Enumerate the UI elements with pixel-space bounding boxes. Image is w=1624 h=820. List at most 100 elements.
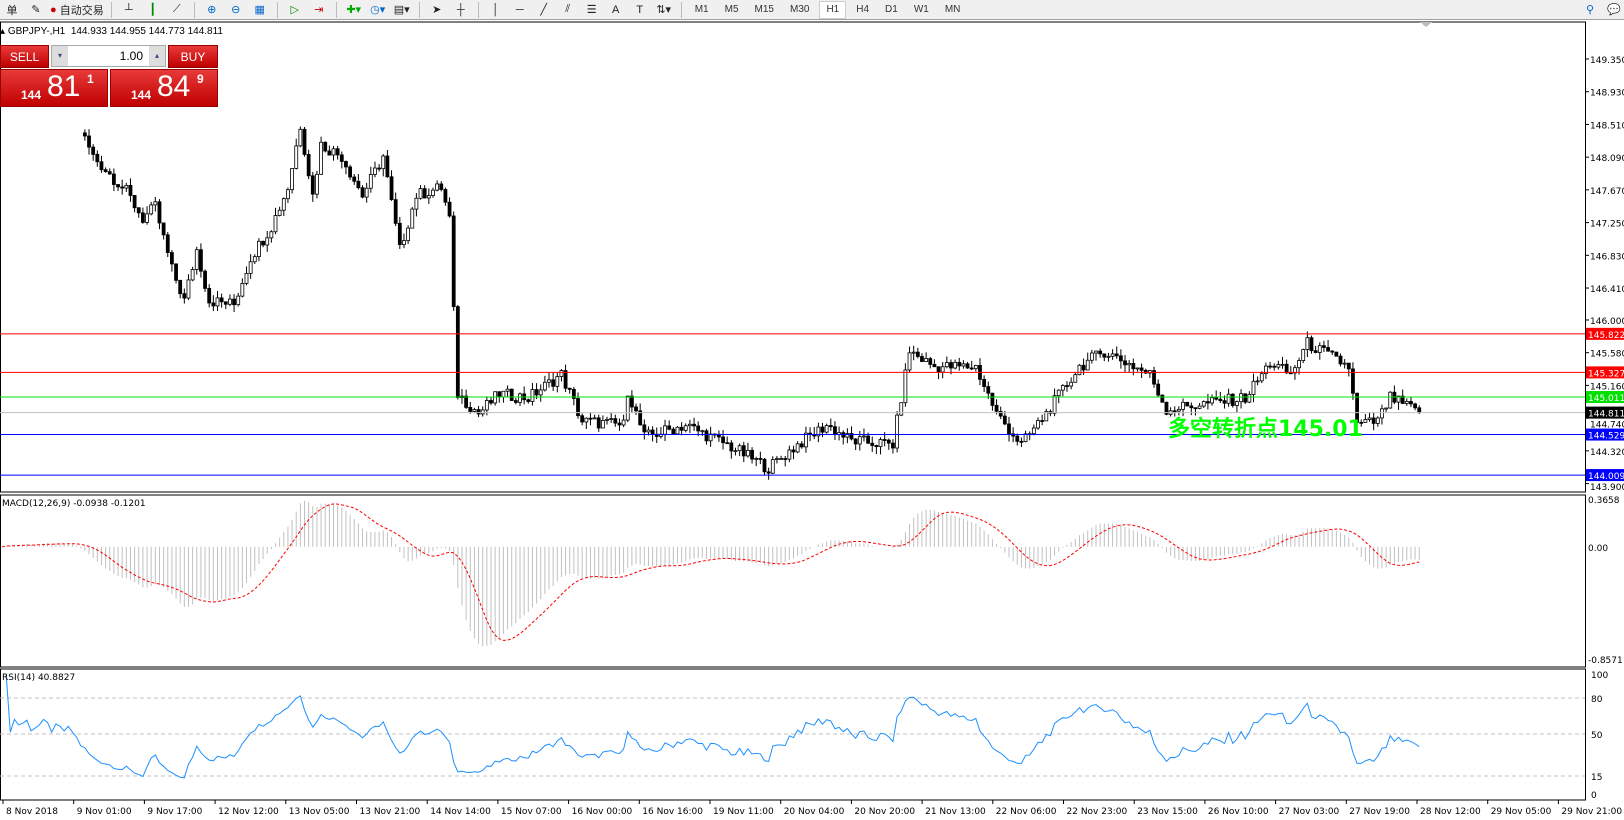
candle-body: [447, 201, 452, 217]
lot-stepper[interactable]: ▾ 1.00 ▴: [51, 45, 166, 67]
buy-price-fraction: 9: [197, 72, 204, 86]
candle-body: [373, 167, 377, 175]
chat-icon[interactable]: 💬: [1607, 4, 1621, 16]
candle-body: [683, 425, 688, 431]
candle-body: [87, 135, 91, 148]
candle-body: [965, 363, 970, 369]
auto-trading-button[interactable]: ● 自动交易: [50, 1, 104, 19]
turning-point-annotation[interactable]: 多空转折点145.01: [1168, 417, 1363, 442]
candle-body: [571, 388, 576, 399]
candle-body: [161, 222, 166, 236]
chart-canvas[interactable]: 149.350 148.930 148.510 148.090 147.670 147.2…: [0, 21, 1624, 820]
candle-body: [1330, 350, 1335, 353]
price-label: 144.009: [1588, 472, 1624, 482]
time-label: 16 Nov 16:00: [642, 807, 703, 817]
time-label: 20 Nov 04:00: [784, 807, 845, 817]
candle-body: [1317, 345, 1322, 353]
fibonacci-icon[interactable]: ☰: [586, 4, 597, 16]
candle-body: [787, 449, 792, 460]
timeframe-w1[interactable]: W1: [913, 4, 929, 15]
candle-body: [1259, 373, 1264, 382]
candle-body: [1077, 364, 1082, 376]
candle-body: [559, 370, 564, 377]
sell-price-prefix: 144: [21, 88, 42, 102]
candle-body: [1326, 347, 1330, 352]
candle-body: [799, 443, 804, 448]
expert-icon[interactable]: ✎: [31, 4, 41, 16]
crosshair-icon[interactable]: ┼: [456, 3, 465, 16]
price-tick-label: 148.930: [1590, 89, 1624, 99]
candle-body: [315, 173, 319, 195]
rsi-tick-label: 0: [1591, 791, 1597, 801]
text-label-icon[interactable]: T: [636, 3, 644, 16]
timeframe-d1[interactable]: D1: [885, 4, 898, 15]
periods-clock-icon[interactable]: ◷▾: [370, 4, 386, 16]
candle-body: [480, 409, 485, 415]
timeframe-mn[interactable]: MN: [944, 4, 961, 15]
candle-body: [783, 458, 788, 460]
price-label-bg: [1586, 391, 1624, 404]
search-icon[interactable]: ⚲: [1585, 4, 1595, 16]
sell-price-pips: 81: [47, 70, 81, 103]
candle-body: [1031, 427, 1036, 435]
sell-button[interactable]: SELL: [0, 45, 49, 68]
chart-shift-icon[interactable]: ⇥: [314, 4, 324, 16]
candle-body: [298, 128, 303, 147]
lot-increase-icon[interactable]: ▴: [149, 46, 165, 66]
timeframe-m30[interactable]: M30: [789, 4, 810, 15]
sell-price[interactable]: 144 81 1: [0, 69, 108, 107]
autoscroll-icon[interactable]: ▷: [290, 4, 299, 16]
tile-windows-icon[interactable]: ▦: [254, 4, 265, 16]
candle-body: [435, 183, 440, 191]
text-icon[interactable]: A: [612, 3, 620, 16]
trendline-icon[interactable]: ╱: [540, 4, 548, 16]
candle-body: [323, 141, 328, 152]
candle-body: [1384, 407, 1388, 410]
lot-decrease-icon[interactable]: ▾: [52, 46, 68, 66]
candle-body: [891, 442, 895, 449]
bar-chart-icon[interactable]: ┴: [124, 3, 133, 16]
candle-body: [269, 231, 274, 239]
time-label: 13 Nov 05:00: [289, 807, 350, 817]
buy-price[interactable]: 144 84 9: [110, 69, 218, 107]
timeframe-m1[interactable]: M1: [694, 4, 709, 15]
timeframe-m5[interactable]: M5: [724, 4, 739, 15]
candle-body: [990, 392, 995, 406]
horizontal-line-icon[interactable]: ─: [515, 3, 524, 16]
candle-body: [795, 443, 800, 453]
candle-body: [116, 184, 120, 188]
timeframe-h1[interactable]: H1: [819, 0, 847, 19]
buy-button[interactable]: BUY: [168, 45, 218, 68]
equidistant-channel-icon[interactable]: ⫽: [565, 3, 571, 15]
vertical-line-icon[interactable]: │: [492, 3, 500, 16]
zoom-in-icon[interactable]: ⊕: [207, 4, 217, 16]
time-label: 9 Nov 01:00: [77, 807, 132, 817]
candlestick-icon[interactable]: ┃: [149, 4, 157, 16]
candle-body: [671, 428, 676, 435]
templates-icon[interactable]: ▤▾: [393, 4, 410, 16]
rsi-tick-label: 80: [1591, 695, 1603, 705]
candle-body: [199, 249, 203, 272]
rsi-tick-label: 50: [1591, 731, 1603, 741]
timeframe-m15[interactable]: M15: [754, 4, 774, 15]
new-order-icon[interactable]: ✚▾: [346, 4, 362, 16]
arrows-icon[interactable]: ⇅▾: [656, 4, 672, 16]
cursor-icon[interactable]: ➤: [432, 4, 442, 16]
menu-partial[interactable]: 单: [6, 4, 18, 17]
candle-body: [866, 435, 870, 444]
candle-body: [555, 376, 560, 387]
zoom-out-icon[interactable]: ⊖: [231, 4, 241, 16]
candle-body: [302, 128, 307, 155]
candle-body: [1417, 407, 1422, 413]
line-chart-icon[interactable]: ⟋: [172, 3, 181, 15]
price-tick-label: 146.410: [1590, 285, 1624, 295]
candle-body: [1143, 369, 1148, 374]
candle-body: [1400, 395, 1405, 404]
candle-body: [174, 263, 178, 281]
candle-body: [103, 169, 108, 173]
candle-body: [1230, 393, 1235, 406]
lot-input[interactable]: 1.00: [119, 49, 143, 63]
candle-body: [368, 174, 373, 189]
candle-body: [426, 195, 431, 199]
timeframe-h4[interactable]: H4: [856, 4, 870, 15]
